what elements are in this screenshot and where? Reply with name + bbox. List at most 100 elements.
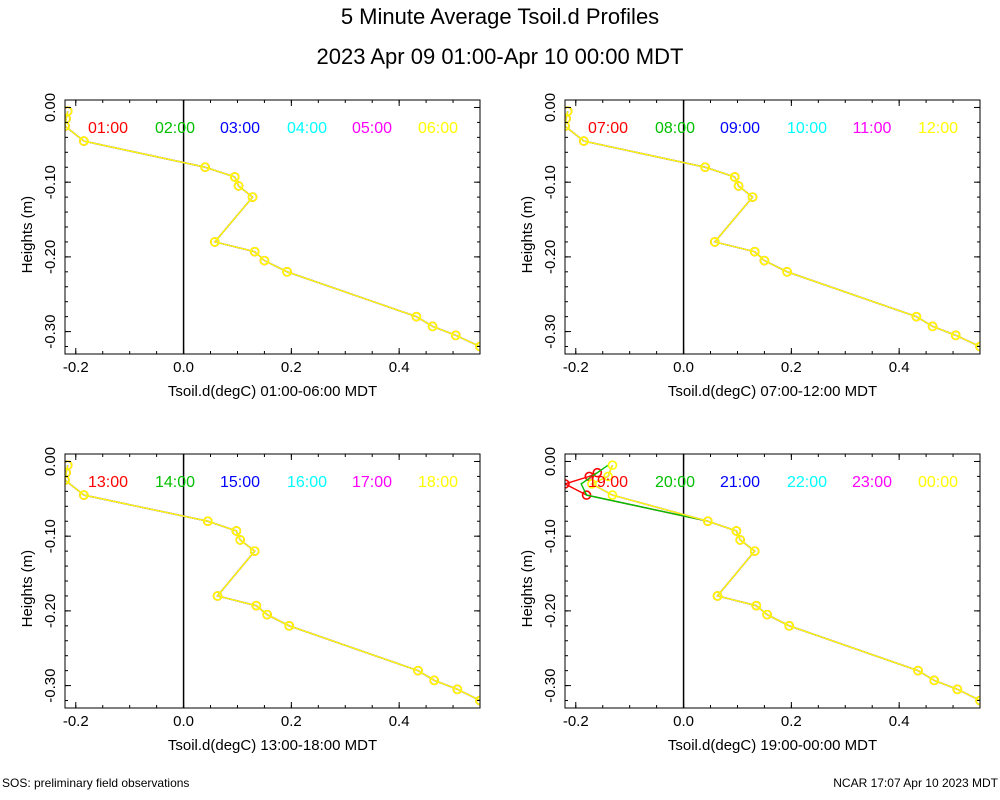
data-point <box>200 162 210 173</box>
data-point <box>911 311 922 322</box>
data-point <box>913 665 923 676</box>
series-line-09:00 <box>565 111 980 348</box>
series-group <box>565 106 980 352</box>
x-axis-label: Tsoil.d(degC) 13:00-18:00 MDT <box>168 737 377 754</box>
legend-label-07:00: 07:00 <box>588 120 628 137</box>
data-point <box>607 460 618 471</box>
legend-label-11:00: 11:00 <box>853 120 892 137</box>
legend-label-10:00: 10:00 <box>787 120 827 137</box>
plot-frame <box>564 99 981 355</box>
data-point <box>450 330 461 341</box>
legend-label-23:00: 23:00 <box>852 474 892 491</box>
data-point <box>452 684 463 695</box>
series-line-12:00 <box>565 111 980 348</box>
data-point <box>733 181 744 191</box>
data-point <box>587 479 597 489</box>
x-tick-label: 0.0 <box>173 359 194 376</box>
series-line-13:00 <box>65 465 480 702</box>
x-tick-label: 0.2 <box>781 359 802 376</box>
legend-label-16:00: 16:00 <box>287 474 327 491</box>
series-line-20:00 <box>580 464 980 702</box>
data-point <box>749 546 760 556</box>
series-line-23:00 <box>590 464 980 702</box>
series-group <box>65 460 480 706</box>
data-point <box>282 267 292 277</box>
data-point <box>782 267 792 277</box>
data-point <box>731 526 742 536</box>
legend-label-15:00: 15:00 <box>220 474 260 491</box>
data-point <box>929 675 939 686</box>
x-tick-label: 0.2 <box>281 359 302 376</box>
series-line-14:00 <box>65 465 480 702</box>
x-tick-label: 0.4 <box>389 359 410 376</box>
chart-title: 5 Minute Average Tsoil.d Profiles <box>340 4 660 29</box>
legend-label-04:00: 04:00 <box>287 120 327 137</box>
legend-label-02:00: 02:00 <box>155 120 195 137</box>
y-tick-label: 0.00 <box>542 447 559 476</box>
series-line-21:00 <box>590 464 980 702</box>
legend-label-13:00: 13:00 <box>88 474 128 491</box>
legend-label-01:00: 01:00 <box>88 120 128 137</box>
panel-4: -0.2 0.0 0.2 0.4 0.00 -0.10 -0.20 -0.30 Tsoil.d(… <box>519 447 981 754</box>
legend-label-00:00: 00:00 <box>918 474 958 491</box>
y-tick-label: 0.00 <box>42 93 59 122</box>
data-point <box>975 341 980 352</box>
footer-right: NCAR 17:07 Apr 10 2023 MDT <box>833 776 998 790</box>
y-tick-label: -0.30 <box>42 314 59 348</box>
data-point <box>247 192 258 202</box>
series-line-18:00 <box>65 465 480 702</box>
series-line-00:00 <box>590 464 980 702</box>
data-point <box>749 246 760 257</box>
x-tick-label: 0.0 <box>173 713 194 730</box>
x-tick-label: 0.4 <box>389 713 410 730</box>
data-point <box>411 311 422 322</box>
data-point <box>975 695 980 706</box>
data-point <box>259 255 270 266</box>
data-point <box>581 490 592 500</box>
y-tick-label: -0.10 <box>42 165 59 199</box>
data-point <box>579 136 589 146</box>
series-group <box>565 460 980 706</box>
legend-label-14:00: 14:00 <box>155 474 195 491</box>
data-point <box>231 526 242 536</box>
series-line-16:00 <box>65 465 480 702</box>
data-point <box>427 321 438 332</box>
data-point <box>249 246 260 257</box>
panel-3: -0.2 0.0 0.2 0.4 0.00 -0.10 -0.20 -0.30 Tsoil.d(… <box>19 447 481 754</box>
data-point <box>229 172 240 182</box>
x-axis-label: Tsoil.d(degC) 19:00-00:00 MDT <box>668 737 877 754</box>
x-tick-label: 0.2 <box>281 713 302 730</box>
panel-2: -0.2 0.0 0.2 0.4 0.00 -0.10 -0.20 -0.30 Tsoil.d(… <box>519 93 981 400</box>
data-point <box>950 330 961 341</box>
y-tick-label: -0.30 <box>542 668 559 702</box>
x-tick-label: -0.2 <box>63 359 89 376</box>
y-tick-label: -0.20 <box>42 594 59 628</box>
data-point <box>203 516 213 527</box>
series-line-05:00 <box>65 111 480 348</box>
x-tick-label: 0.0 <box>673 713 694 730</box>
y-tick-label: -0.10 <box>42 519 59 553</box>
data-point <box>759 255 770 266</box>
data-point <box>710 237 720 247</box>
x-tick-label: 0.0 <box>673 359 694 376</box>
series-line-15:00 <box>65 465 480 702</box>
legend-label-05:00: 05:00 <box>352 120 392 137</box>
x-axis-label: Tsoil.d(degC) 01:00-06:00 MDT <box>168 383 377 400</box>
x-axis-label: Tsoil.d(degC) 07:00-12:00 MDT <box>668 383 877 400</box>
y-tick-label: 0.00 <box>542 93 559 122</box>
series-line-06:00 <box>65 111 480 348</box>
y-tick-label: -0.20 <box>542 594 559 628</box>
series-line-07:00 <box>565 111 980 348</box>
x-tick-label: 0.2 <box>781 713 802 730</box>
data-point <box>565 479 570 489</box>
data-point <box>475 695 480 706</box>
y-tick-label: -0.20 <box>42 240 59 274</box>
data-point <box>565 121 570 131</box>
data-point <box>79 490 89 500</box>
data-point <box>729 172 740 182</box>
plot-frame <box>64 99 481 355</box>
y-tick-label: 0.00 <box>42 447 59 476</box>
y-tick-label: -0.10 <box>542 165 559 199</box>
legend-label-22:00: 22:00 <box>787 474 827 491</box>
